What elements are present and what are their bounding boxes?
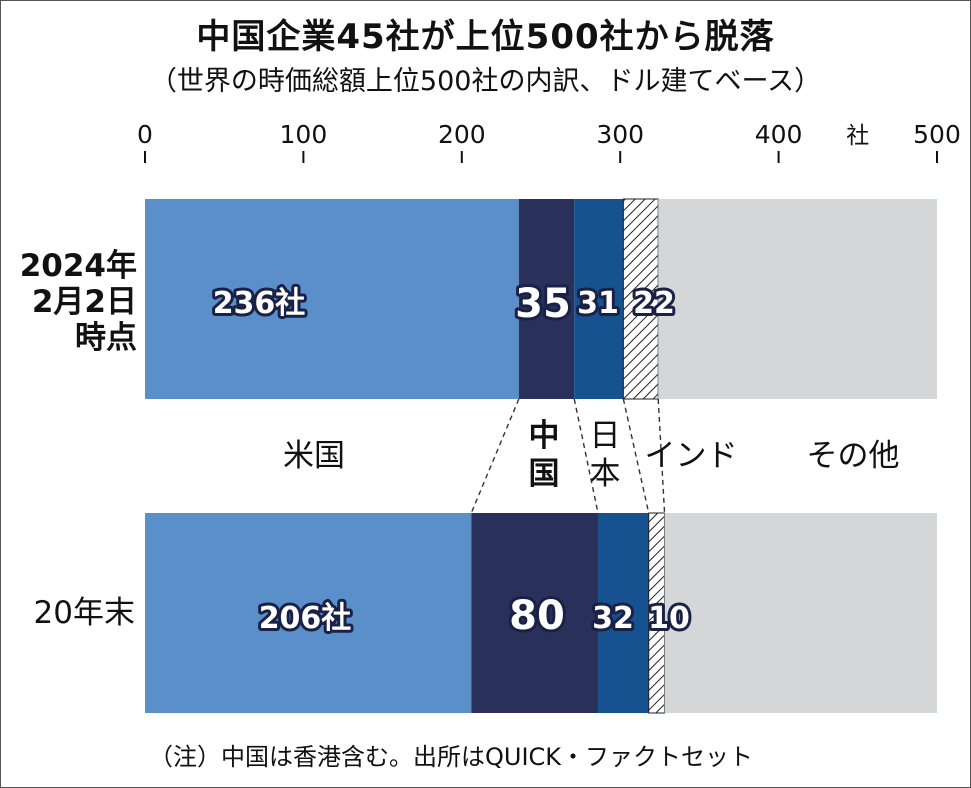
series-label: インド [645, 438, 738, 474]
x-tick-label: 200 [438, 120, 486, 149]
x-axis: 0 100 200 300 400 500 社 [137, 120, 961, 163]
chart-title: 中国企業45社が上位500社から脱落 [196, 17, 775, 57]
x-tick-label: 0 [137, 120, 153, 149]
bar-segment [598, 513, 649, 713]
series-label: 日 [590, 418, 621, 454]
row-label: 2024年 [20, 248, 137, 284]
bar-value-label: 206社 [259, 601, 352, 636]
source-note: （注）中国は香港含む。出所はQUICK・ファクトセット [149, 743, 754, 771]
connector-line [622, 398, 650, 514]
bar-segment [658, 199, 937, 399]
series-label: 中 [529, 418, 560, 454]
connector-line [470, 398, 520, 514]
x-tick-label: 400 [755, 120, 803, 149]
series-label: その他 [807, 438, 900, 474]
x-tick-label: 100 [280, 120, 328, 149]
series-label: 本 [590, 456, 621, 492]
connector-line [657, 398, 666, 514]
connector-lines [470, 398, 666, 514]
bar-segment [664, 513, 937, 713]
row-label: 時点 [75, 320, 137, 356]
bar-value-label: 35 [515, 281, 571, 327]
connector-line [573, 398, 599, 514]
bar-value-label: 236社 [213, 286, 306, 321]
bar-value-label: 22 [633, 286, 675, 321]
bar-segment [145, 513, 472, 713]
chart-subtitle: （世界の時価総額上位500社の内訳、ドル建てベース） [149, 66, 822, 97]
bar-segment [145, 199, 519, 399]
series-label: 国 [529, 456, 560, 492]
x-unit-label: 社 [846, 123, 869, 149]
bar-value-label: 80 [509, 593, 565, 639]
series-label: 米国 [283, 438, 345, 474]
bar-segment [574, 199, 624, 399]
row-label: 2月2日 [32, 284, 137, 320]
bar-segment [471, 513, 599, 713]
bars [145, 198, 937, 714]
row-label: 20年末 [34, 595, 135, 631]
x-tick-label: 300 [596, 120, 644, 149]
bar-value-label: 32 [592, 601, 634, 636]
x-tick-label: 500 [913, 120, 961, 149]
bar-segment [518, 199, 575, 399]
bar-value-label: 31 [577, 286, 619, 321]
bar-value-label: 10 [648, 601, 690, 636]
